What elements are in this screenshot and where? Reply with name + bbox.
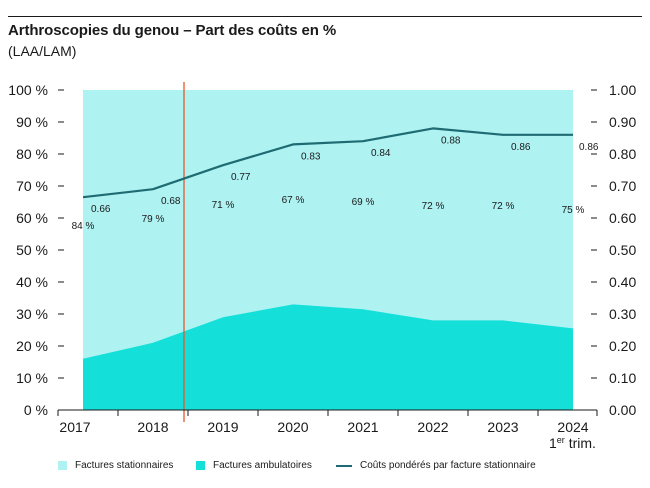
y-right-tick-label: 0.60 (609, 210, 636, 226)
y-left-tick-label: 100 % (8, 82, 48, 98)
y-left-tick-label: 40 % (16, 274, 48, 290)
y-right-tick-label: 0.90 (609, 114, 636, 130)
legend-swatch-line (336, 464, 352, 467)
top-rule (8, 16, 642, 17)
x-tick-label: 2017 (59, 419, 90, 435)
y-right-tick-label: 0.30 (609, 306, 636, 322)
legend-item-stationary: Factures stationnaires (58, 460, 173, 471)
y-left-tick-label: 90 % (16, 114, 48, 130)
y-right-tick-label: 0.00 (609, 402, 636, 418)
x-tick-label: 2024 (557, 419, 588, 435)
y-left-tick-label: 30 % (16, 306, 48, 322)
line-value-label: 0.83 (301, 151, 321, 162)
line-value-label: 0.77 (231, 172, 251, 183)
legend-item-line: Coûts pondérés par facture stationnaire (336, 460, 536, 471)
share-label: 71 % (212, 200, 235, 211)
share-label: 79 % (142, 214, 165, 225)
line-value-label: 0.84 (371, 148, 391, 159)
x-tick-sublabel: 1er trim. (549, 435, 596, 451)
area-ambulatory (83, 304, 573, 410)
legend-label-ambulatory: Factures ambulatoires (213, 460, 312, 471)
y-right-tick-label: 0.40 (609, 274, 636, 290)
y-right-tick-label: 0.20 (609, 338, 636, 354)
line-value-label: 0.88 (441, 135, 461, 146)
y-left-tick-label: 60 % (16, 210, 48, 226)
y-left-tick-label: 50 % (16, 242, 48, 258)
x-tick-label: 2021 (347, 419, 378, 435)
y-right-tick-label: 0.10 (609, 370, 636, 386)
y-left-tick-label: 70 % (16, 178, 48, 194)
share-label: 67 % (282, 195, 305, 206)
x-tick-label: 2018 (137, 419, 168, 435)
share-label: 72 % (422, 201, 445, 212)
y-right-tick-label: 0.80 (609, 146, 636, 162)
line-value-label: 0.68 (161, 196, 181, 207)
share-label: 69 % (352, 197, 375, 208)
share-label: 84 % (72, 221, 95, 232)
share-label: 75 % (562, 205, 585, 216)
legend-item-ambulatory: Factures ambulatoires (196, 460, 312, 471)
share-label: 72 % (492, 201, 515, 212)
line-value-label: 0.86 (511, 142, 531, 153)
legend-swatch-stationary (58, 461, 67, 470)
y-right-tick-label: 0.50 (609, 242, 636, 258)
x-tick-label: 2019 (207, 419, 238, 435)
y-left-tick-label: 10 % (16, 370, 48, 386)
chart-title: Arthroscopies du genou – Part des coûts … (8, 22, 337, 39)
y-left-tick-label: 80 % (16, 146, 48, 162)
x-tick-label: 2020 (277, 419, 308, 435)
y-left-tick-label: 0 % (24, 402, 48, 418)
y-left-tick-label: 20 % (16, 338, 48, 354)
series-line-costs (82, 127, 573, 199)
legend-label-stationary: Factures stationnaires (75, 460, 174, 471)
y-right-tick-label: 1.00 (609, 82, 636, 98)
chart-subtitle: (LAA/LAM) (8, 43, 77, 59)
line-value-label: 0.86 (579, 142, 599, 153)
legend-swatch-ambulatory (196, 461, 205, 470)
x-tick-label: 2023 (487, 419, 518, 435)
y-right-tick-label: 0.70 (609, 178, 636, 194)
x-tick-label: 2022 (417, 419, 448, 435)
line-value-label: 0.66 (91, 204, 111, 215)
legend-label-line: Coûts pondérés par facture stationnaire (360, 460, 536, 471)
